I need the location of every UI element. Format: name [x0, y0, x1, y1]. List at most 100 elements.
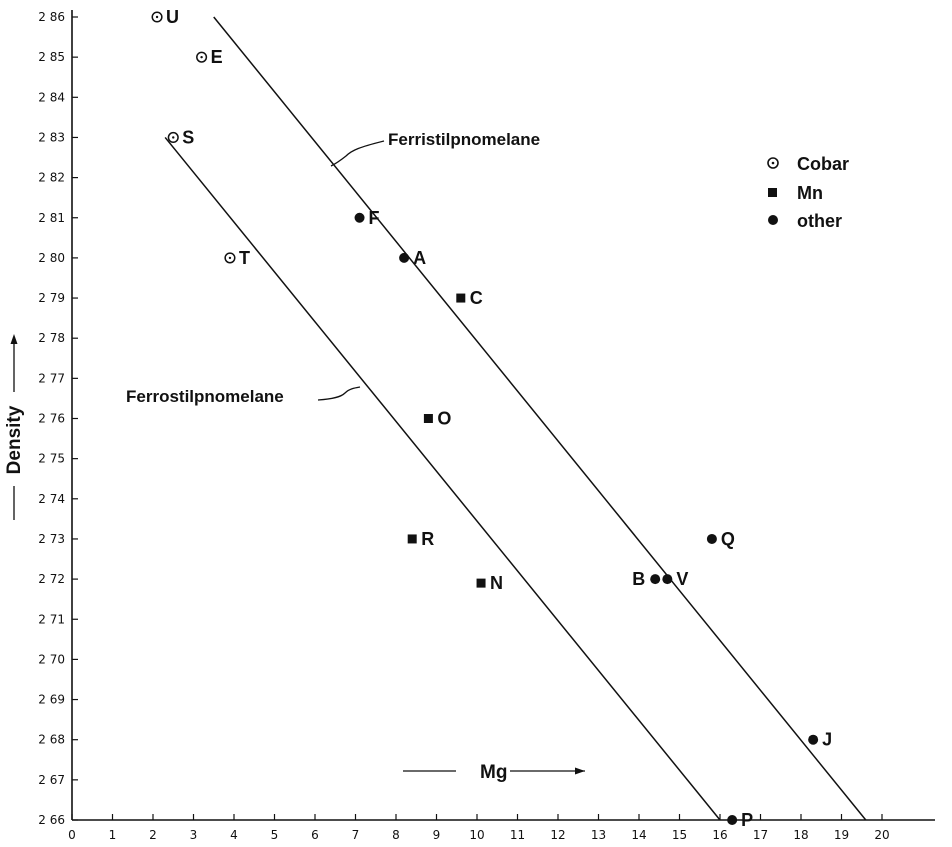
other-marker [650, 574, 661, 585]
data-point-c: C [456, 288, 483, 308]
x-tick-label: 15 [672, 828, 687, 842]
other-marker [727, 815, 738, 825]
data-point-label: V [676, 569, 688, 589]
y-tick-label: 2 80 [38, 251, 65, 265]
x-tick-label: 3 [190, 828, 198, 842]
y-tick-label: 2 79 [38, 291, 65, 305]
cobar-marker-center [172, 136, 175, 139]
x-tick-label: 7 [352, 828, 360, 842]
axes-group [71, 10, 935, 821]
trend-lines-group [164, 16, 867, 821]
y-tick-label: 2 78 [38, 331, 65, 345]
x-tick-label: 20 [874, 828, 889, 842]
x-tick-label: 10 [469, 828, 484, 842]
y-tick-label: 2 85 [38, 50, 65, 64]
data-point-label: S [182, 127, 194, 147]
legend-dotted-circle-icon [767, 157, 779, 169]
ferrostilpnomelane-label: Ferrostilpnomelane [126, 387, 284, 406]
y-axis-title-group: Density [4, 334, 25, 520]
data-point-label: A [413, 248, 426, 268]
x-tick-label: 18 [793, 828, 808, 842]
data-point-s: S [167, 127, 194, 147]
y-axis-title-arrow-icon [10, 334, 18, 344]
x-tick-label: 4 [230, 828, 238, 842]
data-points-group: U E S T C O R N F A Q B V J P [151, 7, 832, 830]
data-point-label: E [211, 47, 223, 67]
legend-label-mn: Mn [797, 183, 823, 203]
legend-dotted-circle-center [771, 161, 775, 165]
ferristilpnomelane-label: Ferristilpnomelane [388, 130, 540, 149]
other-marker [808, 734, 819, 745]
data-point-label: Q [721, 529, 735, 549]
x-tick-label: 6 [311, 828, 319, 842]
data-point-label: F [369, 208, 380, 228]
data-point-label: P [741, 810, 753, 830]
y-tick-label: 2 75 [38, 452, 65, 466]
cobar-marker-center [155, 15, 159, 19]
y-tick-label: 2 81 [38, 211, 65, 225]
y-tick-label: 2 77 [38, 371, 65, 385]
y-tick-label: 2 70 [38, 652, 65, 666]
x-tick-label: 11 [510, 828, 525, 842]
ferristilpnomelane-annotation: Ferristilpnomelane [330, 130, 540, 167]
data-point-t: T [224, 248, 250, 268]
data-point-label: R [421, 529, 434, 549]
ferristilpnomelane-line [213, 16, 867, 821]
legend-item-cobar: Cobar [767, 154, 849, 174]
x-tick-label: 1 [109, 828, 117, 842]
x-axis-title-group: Mg [403, 762, 585, 783]
ferrostilpnomelane-line [164, 136, 721, 821]
ferrostilpnomelane-leader [317, 386, 361, 401]
data-point-o: O [423, 409, 451, 429]
mn-marker [476, 578, 486, 588]
data-point-u: U [151, 7, 179, 27]
y-tick-label: 2 72 [38, 572, 65, 586]
data-point-j: J [808, 730, 832, 750]
y-tick-label: 2 86 [38, 10, 65, 24]
x-tick-label: 12 [550, 828, 565, 842]
data-point-label: U [166, 7, 179, 27]
x-axis-title-arrow-icon [575, 767, 585, 775]
cobar-marker-center [228, 256, 232, 260]
y-tick-label: 2 66 [38, 813, 65, 827]
y-axis-title: Density [4, 405, 25, 474]
y-tick-label: 2 74 [38, 492, 65, 506]
y-tick-label: 2 69 [38, 693, 65, 707]
x-tick-label: 9 [433, 828, 441, 842]
y-tick-label: 2 82 [38, 171, 65, 185]
data-point-label: J [822, 730, 832, 750]
y-tick-label: 2 76 [38, 412, 65, 426]
data-point-label: O [437, 409, 451, 429]
x-tick-label: 0 [68, 828, 76, 842]
y-tick-label: 2 73 [38, 532, 65, 546]
data-point-label: C [470, 288, 483, 308]
ferristilpnomelane-leader [330, 140, 385, 167]
x-axis-title: Mg [480, 762, 507, 783]
legend-item-other: other [768, 211, 842, 231]
x-tick-label: 5 [271, 828, 279, 842]
ticks-group: 0 1 2 3 4 5 6 7 8 9 10 11 12 13 14 15 16 17 18 19 202 662 67… [38, 10, 889, 842]
other-marker [354, 212, 365, 223]
other-marker [399, 252, 410, 263]
data-point-label: N [490, 573, 503, 593]
other-marker [706, 533, 717, 544]
data-point-q: Q [706, 529, 735, 549]
y-tick-label: 2 83 [38, 130, 65, 144]
legend-item-mn: Mn [768, 183, 823, 203]
data-point-a: A [399, 248, 426, 268]
x-tick-label: 14 [631, 828, 646, 842]
ferrostilpnomelane-annotation: Ferrostilpnomelane [126, 386, 361, 406]
data-point-v: V [662, 569, 688, 589]
x-tick-label: 19 [834, 828, 849, 842]
data-point-p: P [727, 810, 753, 830]
legend-label-cobar: Cobar [797, 154, 849, 174]
y-tick-label: 2 67 [38, 773, 65, 787]
y-tick-label: 2 71 [38, 612, 65, 626]
legend-square-icon [768, 188, 777, 197]
other-marker [662, 574, 673, 585]
legend: Cobar Mn other [767, 154, 849, 231]
data-point-label: B [632, 569, 645, 589]
y-tick-label: 2 84 [38, 90, 65, 104]
mn-marker [456, 293, 466, 303]
